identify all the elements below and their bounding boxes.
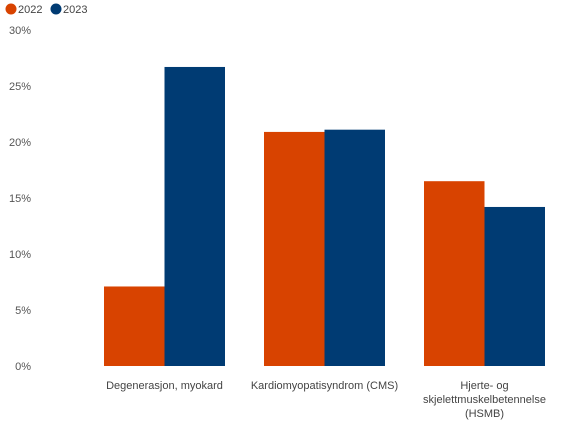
bar-2023-3 <box>484 206 545 366</box>
y-tick-label: 15% <box>9 193 31 205</box>
y-tick-label: 30% <box>9 25 31 37</box>
y-tick-label: 0% <box>15 361 31 373</box>
legend-label-2022: 2022 <box>18 4 42 16</box>
bar-2023-1 <box>164 66 225 367</box>
y-tick-label: 10% <box>9 249 31 261</box>
x-axis: Degenerasjon, myokard Kardiomyopatisyndro… <box>106 380 546 420</box>
bar-2022-3 <box>424 181 485 366</box>
bar-2022-2 <box>264 131 325 366</box>
legend-marker-2022 <box>5 3 17 15</box>
y-axis: 0% 5% 10% 15% 20% 25% 30% <box>9 25 31 373</box>
legend: 2022 2023 <box>5 3 87 16</box>
y-tick-label: 20% <box>9 137 31 149</box>
legend-marker-2023 <box>50 3 62 15</box>
legend-label-2023: 2023 <box>63 4 87 16</box>
bar-2022-1 <box>104 286 165 366</box>
y-tick-label: 5% <box>15 305 31 317</box>
y-tick-label: 25% <box>9 81 31 93</box>
bar-2023-2 <box>324 129 385 366</box>
x-category-label: Degenerasjon, myokard <box>106 380 223 392</box>
bars <box>104 66 545 367</box>
x-category-label: Hjerte- og skjelettmuskelbetennelse (HSMB) <box>423 380 546 420</box>
x-category-label: Kardiomyopatisyndrom (CMS) <box>251 380 398 392</box>
